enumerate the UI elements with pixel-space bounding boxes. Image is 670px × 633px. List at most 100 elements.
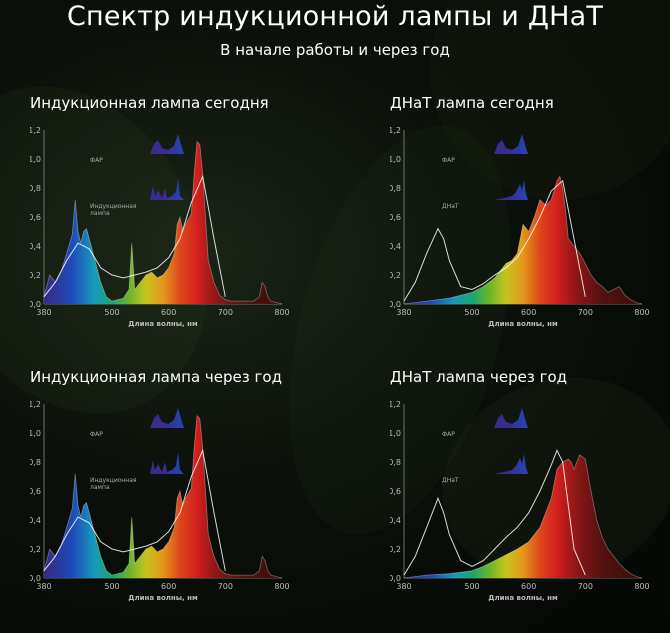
- legend-label: Индукционная лампа: [90, 477, 137, 491]
- hps-spectrum-icon: [494, 454, 528, 474]
- legend-swatch: [494, 180, 528, 200]
- chart-title: ДНаТ лампа через год: [390, 368, 567, 386]
- x-tick-label: 600: [161, 582, 176, 591]
- legend-label: ДНаТ: [442, 203, 459, 210]
- y-tick-label: 0,0: [390, 300, 401, 309]
- lamp-spectrum-area: [404, 454, 642, 578]
- y-tick-label: 1,2: [390, 126, 401, 135]
- par-spectrum-icon: [494, 134, 528, 154]
- lamp-spectrum-outline: [43, 414, 283, 579]
- x-tick-label: 800: [634, 308, 649, 317]
- chart-title: Индукционная лампа сегодня: [30, 94, 269, 112]
- page-subtitle: В начале работы и через год: [220, 41, 450, 59]
- legend-swatch: [150, 178, 184, 200]
- chart-title: Индукционная лампа через год: [30, 368, 282, 386]
- legend-label: Индукционная лампа: [90, 203, 137, 217]
- x-tick-label: 700: [578, 582, 593, 591]
- x-tick-label: 600: [161, 308, 176, 317]
- x-axis-title: Длина волны, нм: [128, 594, 198, 602]
- chart-title: ДНаТ лампа сегодня: [390, 94, 554, 112]
- x-tick-label: 700: [218, 308, 233, 317]
- legend-label: ДНаТ: [442, 477, 459, 484]
- y-tick-label: 0,4: [30, 242, 41, 251]
- chart-panel-induction-today: Индукционная лампа сегодня 0,0 0,2 0,4 0,6 0…: [30, 94, 330, 349]
- legend-swatch: [150, 134, 184, 154]
- x-tick-label: 800: [634, 582, 649, 591]
- y-tick-label: 0,6: [390, 487, 401, 496]
- legend-swatch: [494, 454, 528, 474]
- y-tick-label: 0,8: [30, 458, 41, 467]
- spectrum-chart: 0,0 0,2 0,4 0,6 0,8 1,0 1,2 380 500 600 700 800 Длин…: [30, 126, 290, 328]
- par-spectrum-icon: [150, 408, 184, 428]
- induction-spectrum-icon: [150, 178, 184, 200]
- spectrum-chart: 0,0 0,2 0,4 0,6 0,8 1,0 1,2 380 500 600 700 800 Длин…: [30, 400, 290, 602]
- legend-swatch: [494, 408, 528, 428]
- y-tick-label: 0,8: [390, 458, 401, 467]
- x-tick-label: 380: [396, 308, 411, 317]
- x-axis-title: Длина волны, нм: [488, 594, 558, 602]
- legend-label: ФАР: [90, 431, 103, 438]
- legend-label: ФАР: [90, 157, 103, 164]
- y-tick-label: 1,2: [390, 400, 401, 409]
- y-tick-label: 0,2: [30, 545, 41, 554]
- y-tick-label: 0,2: [390, 545, 401, 554]
- x-axis-title: Длина волны, нм: [128, 320, 198, 328]
- spectrum-chart: 0,0 0,2 0,4 0,6 0,8 1,0 1,2 380 500 600 700 800 Длин…: [390, 126, 650, 328]
- y-tick-label: 1,0: [390, 155, 401, 164]
- x-tick-label: 500: [104, 308, 119, 317]
- par-curve-line: [43, 448, 226, 572]
- x-tick-label: 500: [104, 582, 119, 591]
- legend-swatch: [494, 134, 528, 154]
- par-spectrum-icon: [494, 408, 528, 428]
- x-tick-label: 600: [521, 308, 536, 317]
- y-tick-label: 1,2: [30, 126, 41, 135]
- x-tick-label: 500: [464, 308, 479, 317]
- y-tick-label: 0,2: [390, 271, 401, 280]
- y-tick-label: 0,0: [390, 574, 401, 583]
- chart-panel-hps-year: ДНаТ лампа через год 0,0 0,2 0,4 0,6 0,8 1,0 1…: [390, 368, 670, 623]
- y-tick-label: 0,8: [390, 184, 401, 193]
- x-tick-label: 380: [36, 308, 51, 317]
- page-title: Спектр индукционной лампы и ДНаТ: [66, 1, 604, 32]
- x-tick-label: 700: [218, 582, 233, 591]
- x-tick-label: 500: [464, 582, 479, 591]
- induction-spectrum-icon: [150, 452, 184, 474]
- par-curve-line: [43, 174, 226, 298]
- lamp-spectrum-outline: [403, 454, 643, 579]
- x-tick-label: 380: [396, 582, 411, 591]
- y-tick-label: 0,4: [30, 516, 41, 525]
- spectrum-chart: 0,0 0,2 0,4 0,6 0,8 1,0 1,2 380 500 600 700 800 Длин…: [390, 400, 650, 602]
- y-tick-label: 1,0: [30, 155, 41, 164]
- x-tick-label: 700: [578, 308, 593, 317]
- lamp-spectrum-outline: [43, 140, 283, 305]
- y-tick-label: 1,0: [390, 429, 401, 438]
- legend-swatch: [150, 452, 184, 474]
- x-tick-label: 800: [274, 308, 289, 317]
- y-tick-label: 0,6: [30, 213, 41, 222]
- y-tick-label: 0,6: [390, 213, 401, 222]
- y-tick-label: 0,2: [30, 271, 41, 280]
- legend-swatch: [150, 408, 184, 428]
- lamp-spectrum-area: [404, 176, 642, 304]
- y-tick-label: 1,0: [30, 429, 41, 438]
- lamp-spectrum-area: [44, 415, 282, 578]
- legend-label: ФАР: [442, 157, 455, 164]
- x-tick-label: 380: [36, 582, 51, 591]
- x-tick-label: 800: [274, 582, 289, 591]
- y-tick-label: 0,6: [30, 487, 41, 496]
- x-tick-label: 600: [521, 582, 536, 591]
- y-tick-label: 1,2: [30, 400, 41, 409]
- y-tick-label: 0,4: [390, 516, 401, 525]
- par-spectrum-icon: [150, 134, 184, 154]
- chart-panel-hps-today: ДНаТ лампа сегодня 0,0 0,2 0,4 0,6 0,8 1,0 1,2…: [390, 94, 670, 349]
- x-axis-title: Длина волны, нм: [488, 320, 558, 328]
- y-tick-label: 0,4: [390, 242, 401, 251]
- y-tick-label: 0,8: [30, 184, 41, 193]
- hps-spectrum-icon: [494, 180, 528, 200]
- par-curve-line: [403, 179, 586, 302]
- chart-panel-induction-year: Индукционная лампа через год 0,0 0,2 0,4 0,…: [30, 368, 330, 623]
- y-tick-label: 0,0: [30, 574, 41, 583]
- y-tick-label: 0,0: [30, 300, 41, 309]
- par-curve-line: [403, 449, 586, 576]
- legend-label: ФАР: [442, 431, 455, 438]
